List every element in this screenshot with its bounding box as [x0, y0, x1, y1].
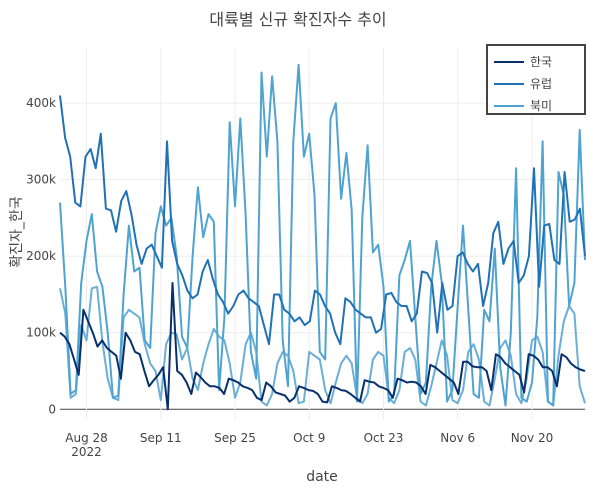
- series-line-유럽: [59, 95, 586, 346]
- legend-label: 유럽: [530, 77, 552, 91]
- x-tick-label: Oct 9: [293, 431, 325, 445]
- x-tick-label: Sep 11: [140, 431, 182, 445]
- legend-box: [486, 44, 586, 115]
- series-line-북미: [59, 63, 586, 407]
- legend-label: 북미: [530, 99, 552, 113]
- x-tick-label: Nov 20: [511, 431, 554, 445]
- chart-title: 대륙별 신규 확진자수 추이: [209, 10, 386, 29]
- x-tick-sublabel: 2022: [71, 445, 102, 459]
- x-tick-label: Sep 25: [214, 431, 256, 445]
- y-tick-label: 0: [48, 402, 56, 416]
- x-tick-label: Oct 23: [364, 431, 404, 445]
- y-tick-label: 100k: [26, 326, 56, 340]
- x-axis-title: date: [306, 469, 338, 484]
- legend-label: 한국: [530, 55, 552, 69]
- plot-area: [59, 63, 586, 411]
- series-line-series-4: [59, 285, 586, 407]
- series-line-한국: [59, 282, 586, 411]
- y-tick-label: 200k: [26, 249, 56, 263]
- x-tick-label: Aug 28: [65, 431, 108, 445]
- x-tick-label: Nov 6: [440, 431, 475, 445]
- y-axis-title: 확진자_한국: [9, 196, 25, 268]
- y-axis: 0 100k 200k 300k 400k: [26, 96, 56, 416]
- y-tick-label: 400k: [26, 96, 56, 110]
- y-tick-label: 300k: [26, 173, 56, 187]
